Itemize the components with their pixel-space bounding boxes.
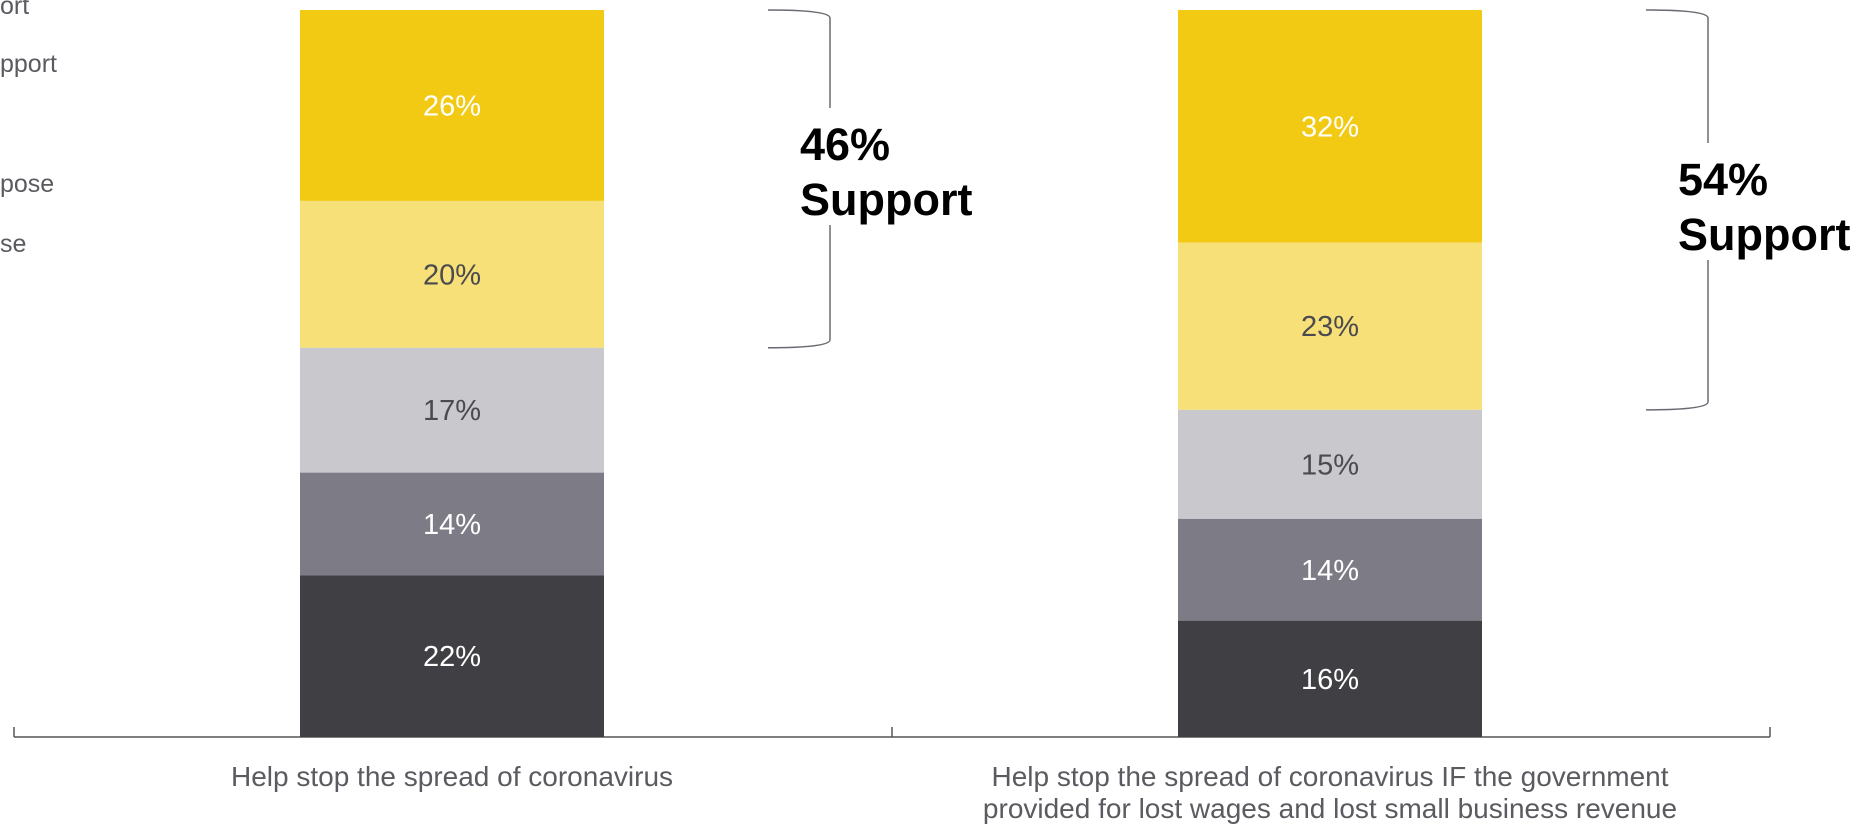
legend-label: se [0, 230, 26, 258]
bar-segment [300, 472, 604, 576]
x-tick-label: Help stop the spread of coronavirus [231, 761, 673, 792]
support-label: Support [1678, 209, 1850, 260]
support-label: Support [800, 174, 972, 225]
data-label: 26% [423, 90, 481, 122]
x-tick-label: Help stop the spread of coronavirus IF t… [991, 761, 1668, 792]
support-bracket [767, 9, 831, 108]
bar-segment [1178, 409, 1482, 519]
data-label: 20% [423, 259, 481, 291]
data-label: 16% [1301, 664, 1359, 696]
data-label: 17% [423, 395, 481, 427]
data-label: 23% [1301, 311, 1359, 343]
legend-label: pport [0, 50, 57, 78]
support-bracket [1645, 260, 1709, 411]
bar-segment [1178, 620, 1482, 737]
bar-segment [300, 200, 604, 348]
bar-segment [1178, 518, 1482, 621]
bar-segment [1178, 242, 1482, 410]
bar-segment [300, 10, 604, 201]
bar-segment [300, 347, 604, 473]
bar-segment [1178, 10, 1482, 243]
support-bracket [1645, 9, 1709, 143]
support-percent: 46% [800, 119, 890, 170]
x-tick-label: provided for lost wages and lost small b… [983, 793, 1677, 824]
bar-segment [300, 575, 604, 737]
data-label: 15% [1301, 449, 1359, 481]
legend-label: ort [0, 0, 29, 20]
data-label: 14% [423, 509, 481, 541]
data-label: 14% [1301, 555, 1359, 587]
data-label: 32% [1301, 111, 1359, 143]
support-percent: 54% [1678, 154, 1768, 205]
support-bracket [767, 225, 831, 349]
data-label: 22% [423, 641, 481, 673]
legend-label: pose [0, 170, 54, 198]
